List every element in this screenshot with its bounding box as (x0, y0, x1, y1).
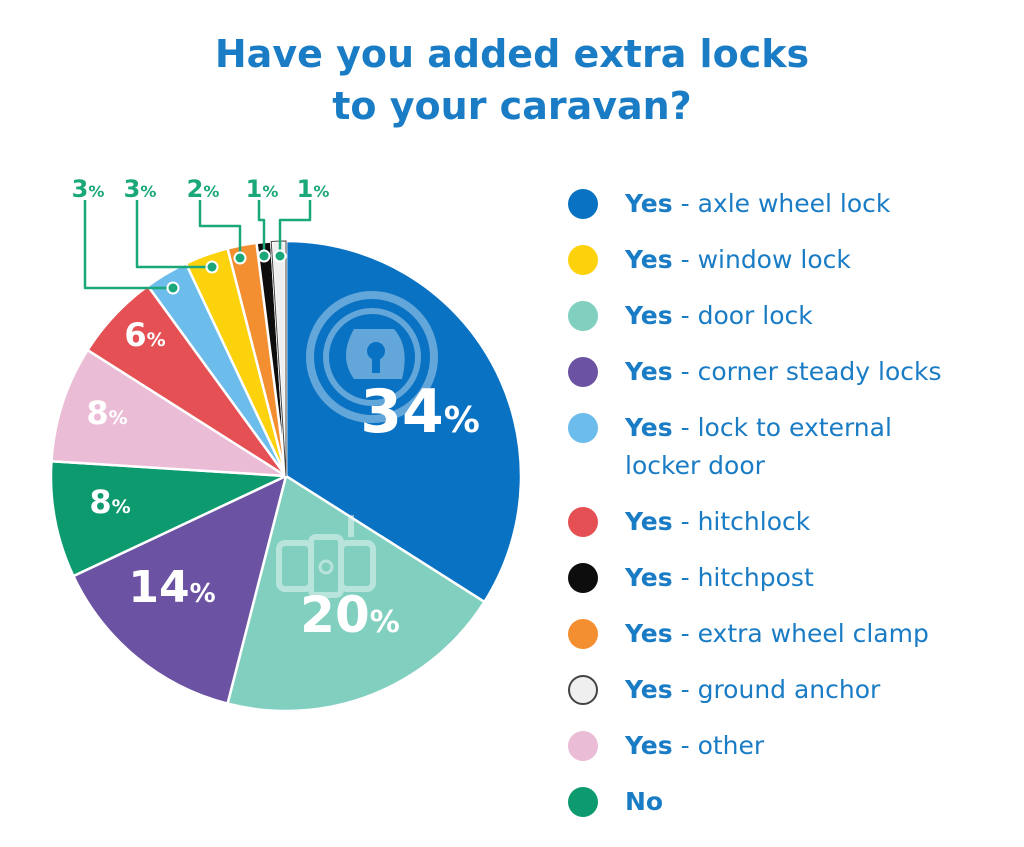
legend-swatch (568, 413, 598, 443)
legend-item: Yes - window lock (568, 241, 1018, 279)
legend-item: Yes - hitchlock (568, 503, 1018, 541)
legend-separator: - (672, 507, 698, 536)
legend-label: corner steady locks (697, 357, 942, 386)
leader-dot-yes-lock-to-external-locker-door (166, 281, 180, 295)
leader-dot-yes-hitchpost (257, 249, 271, 263)
legend-separator: - (672, 357, 698, 386)
legend-item: No (568, 783, 1018, 821)
legend-answer: Yes (625, 357, 673, 386)
leader-line-yes-hitchpost (257, 200, 266, 256)
legend-label: extra wheel clamp (697, 619, 929, 648)
legend-item: Yes - axle wheel lock (568, 185, 1018, 223)
leader-dot-yes-ground-anchor (273, 249, 287, 263)
legend-label: lock to external (697, 413, 892, 442)
legend-item: Yes - lock to external locker door (568, 409, 1018, 485)
legend-answer: Yes (625, 189, 673, 218)
data-label-yes-hitchpost: 1% (246, 175, 279, 203)
legend-label: window lock (697, 245, 851, 274)
legend-answer: No (625, 787, 664, 816)
wheel-lock-icon (306, 291, 438, 423)
legend-separator: - (672, 731, 698, 760)
legend-label: axle wheel lock (697, 189, 891, 218)
legend-answer: Yes (625, 675, 673, 704)
pie-slice-no (49, 459, 288, 578)
legend-swatch (568, 619, 598, 649)
door-lock-icon (276, 515, 376, 598)
legend-swatch (568, 675, 598, 705)
legend-separator: - (672, 245, 698, 274)
data-label-yes-lock-to-external-locker-door: 3% (72, 175, 105, 203)
legend-separator: - (672, 619, 698, 648)
legend-label: other (697, 731, 765, 760)
data-label-yes-extra-wheel-clamp: 2% (187, 175, 220, 203)
legend-answer: Yes (625, 413, 673, 442)
leader-line-yes-window-lock (135, 200, 212, 269)
pie-slice-yes-other (50, 348, 288, 478)
legend-swatch (568, 731, 598, 761)
pie-slice-yes-door-lock (226, 474, 486, 713)
pie-slice-yes-corner-steady-locks (72, 474, 288, 705)
legend-separator: - (672, 413, 698, 442)
legend-answer: Yes (625, 301, 673, 330)
legend-answer: Yes (625, 731, 673, 760)
legend-answer: Yes (625, 507, 673, 536)
legend-answer: Yes (625, 619, 673, 648)
legend-label: door lock (697, 301, 813, 330)
legend-swatch (568, 507, 598, 537)
legend-separator: - (672, 301, 698, 330)
data-label-yes-ground-anchor: 1% (297, 175, 330, 203)
legend-swatch (568, 301, 598, 331)
legend-separator: - (672, 189, 698, 218)
legend-answer: Yes (625, 563, 673, 592)
legend-item: Yes - corner steady locks (568, 353, 1018, 391)
legend-swatch (568, 787, 598, 817)
legend-label: hitchpost (697, 563, 814, 592)
data-label-yes-hitchlock: 6% (124, 316, 165, 354)
chart-title-line-1: Have you added extra locks (214, 32, 810, 76)
legend-swatch (568, 189, 598, 219)
legend-answer: Yes (625, 245, 673, 274)
legend-item: Yes - ground anchor (568, 671, 1018, 709)
chart-title: Have you added extra locks to your carav… (0, 28, 1024, 132)
legend-swatch (568, 563, 598, 593)
data-label-yes-window-lock: 3% (124, 175, 157, 203)
leader-line-yes-ground-anchor (278, 200, 312, 256)
legend-swatch (568, 245, 598, 275)
leader-line-yes-extra-wheel-clamp (198, 200, 242, 258)
legend-separator: - (672, 675, 698, 704)
pie-slice-yes-axle-wheel-lock (284, 239, 523, 604)
legend-label: hitchlock (697, 507, 811, 536)
legend-label: ground anchor (697, 675, 881, 704)
legend: Yes - axle wheel lock Yes - window lock Ye… (568, 185, 1018, 839)
legend-item: Yes - hitchpost (568, 559, 1018, 597)
leader-dot-yes-window-lock (205, 260, 219, 274)
leader-line-yes-lock-to-external-locker-door (83, 200, 173, 290)
legend-label-continued: locker door (625, 451, 765, 480)
pie-chart: 34%20%14%8%8%6%3% 3% 2% 1% 1% (49, 175, 523, 713)
legend-item: Yes - door lock (568, 297, 1018, 335)
legend-item: Yes - extra wheel clamp (568, 615, 1018, 653)
pie-slice-outline-yes-ground-anchor (270, 240, 287, 477)
legend-separator: - (672, 563, 698, 592)
chart-title-line-2: to your caravan? (332, 84, 692, 128)
leader-dot-yes-extra-wheel-clamp (233, 251, 247, 265)
legend-swatch (568, 357, 598, 387)
legend-item: Yes - other (568, 727, 1018, 765)
